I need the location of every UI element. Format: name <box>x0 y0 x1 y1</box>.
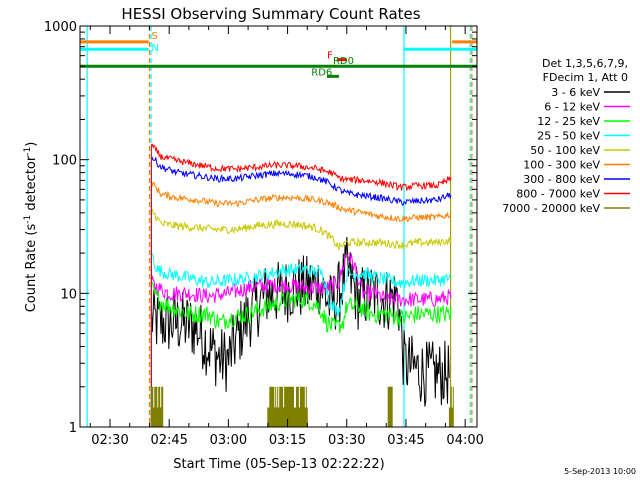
series-6-12-kev <box>150 253 452 427</box>
series-12-25-kev <box>150 279 452 427</box>
x-tick-label: 02:45 <box>150 433 187 448</box>
y-axis-label-main: Count Rate (s <box>24 224 39 313</box>
timestamp: 5-Sep-2013 10:00 <box>564 467 636 476</box>
x-axis-label: Start Time (05-Sep-13 02:22:22) <box>173 457 384 472</box>
legend-label-50-100-kev: 50 - 100 keV <box>530 144 600 157</box>
legend-label-800-7000-kev: 800 - 7000 keV <box>516 188 600 201</box>
series-25-50-kev <box>150 253 452 427</box>
legend-label-6-12-kev: 6 - 12 keV <box>544 101 600 114</box>
legend-label-7000-20000-kev: 7000 - 20000 keV <box>502 202 600 215</box>
x-tick-label: 03:00 <box>210 433 247 448</box>
y-axis-label: Count Rate (s-1 detector-1) <box>23 142 39 313</box>
plot-frame <box>79 25 478 428</box>
flag-label-f: F <box>327 51 333 62</box>
x-axis: 02:30 02:45 03:00 03:15 03:30 03:45 04:00 <box>89 26 484 448</box>
series-300-800-kev <box>150 156 452 427</box>
y-tick-label: 100 <box>52 154 77 169</box>
legend-label-25-50-kev: 25 - 50 keV <box>537 130 600 143</box>
y-axis-label-end: ) <box>24 142 39 147</box>
series-50-100-kev <box>150 206 452 427</box>
flag-label-n: N <box>151 43 158 54</box>
y-tick-label: 1000 <box>44 20 77 35</box>
legend-label-12-25-kev: 12 - 25 keV <box>537 115 600 128</box>
x-tick-label: 03:15 <box>269 433 306 448</box>
series-7000-20000-kev <box>80 386 454 428</box>
flag-label-s: S <box>151 31 157 42</box>
chart-title: HESSI Observing Summary Count Rates <box>121 5 420 23</box>
y-tick-label: 1 <box>69 421 77 436</box>
legend-header-line2: FDecim 1, Att 0 <box>543 71 628 84</box>
y-axis-label-sup1: -1 <box>23 215 33 224</box>
x-tick-label: 02:30 <box>91 433 128 448</box>
x-tick-label: 03:45 <box>387 433 424 448</box>
y-tick-label: 10 <box>60 287 77 302</box>
legend-label-3-6-kev: 3 - 6 keV <box>551 86 600 99</box>
flag-label-rd6: RD6 <box>311 68 332 79</box>
flag-label-rd0: RD0 <box>333 56 354 67</box>
legend: Det 1,3,5,6,7,9, FDecim 1, Att 0 3 - 6 k… <box>502 57 630 215</box>
x-tick-label: 04:00 <box>446 433 483 448</box>
series-800-7000-kev <box>150 143 452 427</box>
legend-header-line1: Det 1,3,5,6,7,9, <box>542 57 628 70</box>
legend-label-100-300-kev: 100 - 300 keV <box>523 159 600 172</box>
y-axis-label-sup2: -1 <box>23 147 33 156</box>
y-axis: 1 10 100 1000 <box>44 20 477 436</box>
series-100-300-kev <box>150 181 452 427</box>
legend-label-300-800-kev: 300 - 800 keV <box>523 173 600 186</box>
y-axis-label-mid: detector <box>24 155 39 215</box>
x-tick-label: 03:30 <box>328 433 365 448</box>
